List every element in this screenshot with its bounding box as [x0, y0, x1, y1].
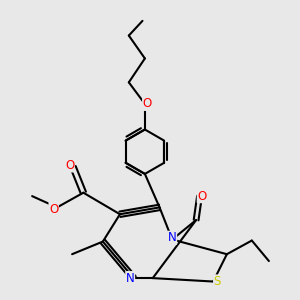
Text: S: S — [214, 275, 221, 288]
Text: O: O — [49, 202, 58, 216]
Text: N: N — [168, 231, 177, 244]
Text: N: N — [126, 272, 135, 285]
Text: O: O — [65, 159, 74, 172]
Text: O: O — [197, 190, 207, 202]
Text: O: O — [142, 98, 152, 110]
